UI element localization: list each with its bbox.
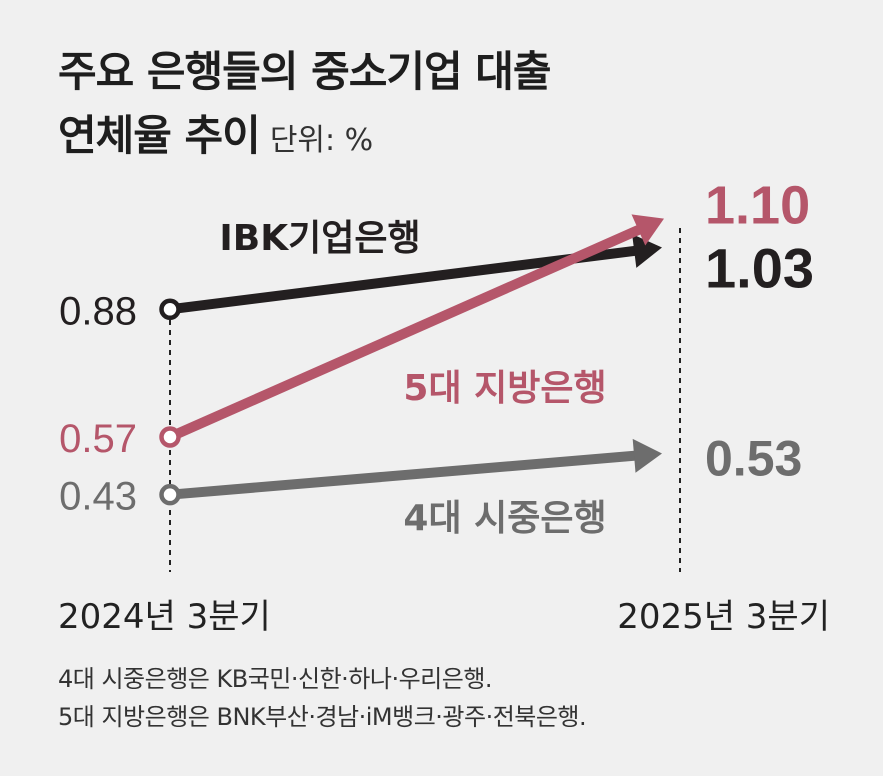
footnote-2: 5대 지방은행은 BNK부산·경남·iM뱅크·광주·전북은행. xyxy=(58,703,587,731)
start-marker-four-commercial xyxy=(159,483,181,506)
series-line-five-regional xyxy=(167,224,643,442)
title-line-2-text: 연체율 추이 xyxy=(58,111,261,160)
start-marker-five-regional xyxy=(159,426,181,448)
end-label-five-regional: 1.10 xyxy=(705,176,810,236)
unit-label: 단위: % xyxy=(269,123,374,158)
series-name-four-commercial: 4대 시중은행 xyxy=(403,498,606,539)
title-line-2: 연체율 추이 단위: % xyxy=(58,104,551,173)
chart-title: 주요 은행들의 중소기업 대출 연체율 추이 단위: % xyxy=(58,40,552,173)
start-label-five-regional: 0.57 xyxy=(59,417,137,461)
x-tick-label-end: 2025년 3분기 xyxy=(617,597,830,637)
x-tick-label-start: 2024년 3분기 xyxy=(58,597,271,637)
footnotes: 4대 시중은행은 KB국민·신한·하나·우리은행. 5대 지방은행은 BNK부산… xyxy=(58,660,587,736)
end-label-ibk: 1.03 xyxy=(705,236,814,299)
line-chart: 0.43 0.53 4대 시중은행 0.88 1.03 IBK기업은행 0.57 1.10 5대… xyxy=(58,176,830,637)
title-line-1: 주요 은행들의 중소기업 대출 xyxy=(58,47,552,96)
series-name-ibk: IBK기업은행 xyxy=(219,218,420,259)
end-label-four-commercial: 0.53 xyxy=(705,430,802,486)
series-name-five-regional: 5대 지방은행 xyxy=(403,368,606,409)
footnote-1: 4대 시중은행은 KB국민·신한·하나·우리은행. xyxy=(58,665,493,693)
start-label-four-commercial: 0.43 xyxy=(59,475,137,519)
arrowhead-ibk xyxy=(632,234,662,268)
arrowhead-five-regional xyxy=(631,214,664,246)
series-line-four-commercial xyxy=(169,450,637,500)
start-marker-ibk xyxy=(159,298,181,321)
arrowhead-four-commercial xyxy=(632,438,662,473)
start-label-ibk: 0.88 xyxy=(59,289,137,333)
